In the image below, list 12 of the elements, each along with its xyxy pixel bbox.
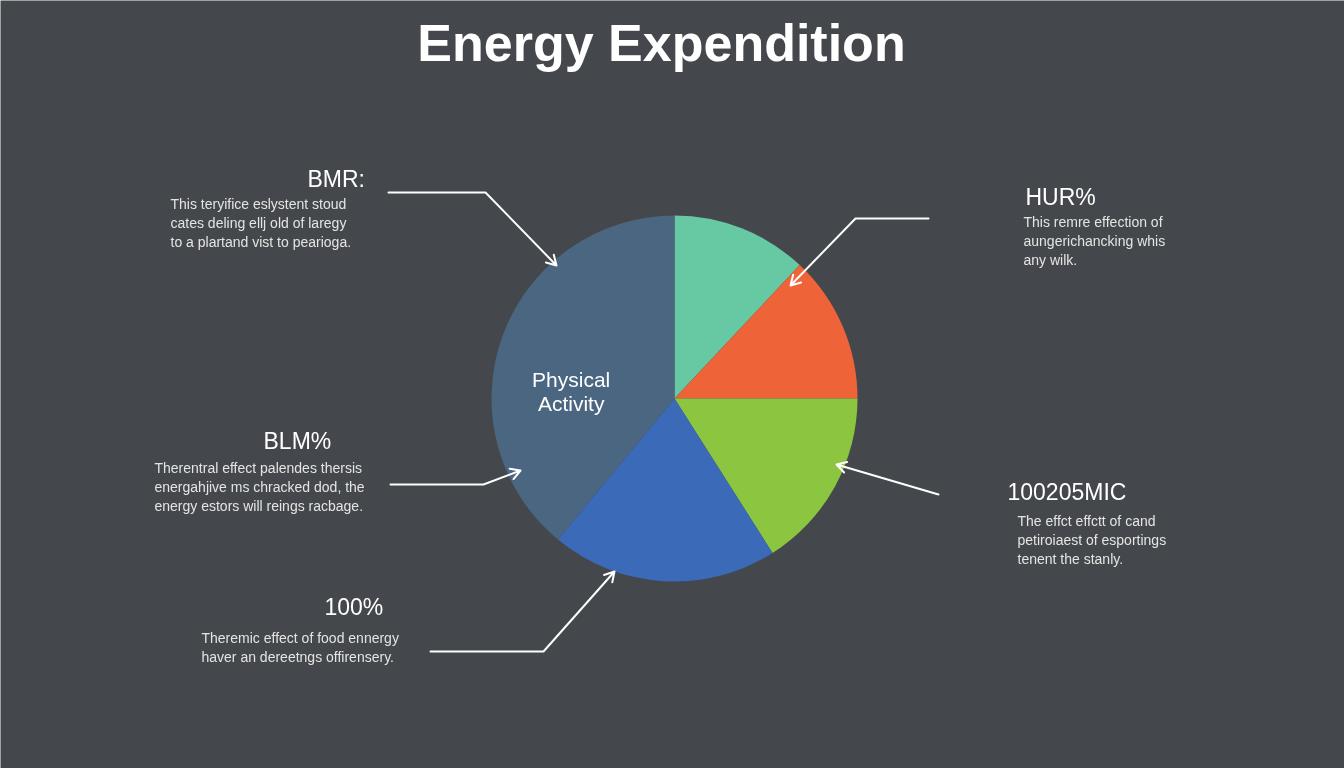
text: This teryifice eslystent stoud cates deling ellj old of laregy to a plartand vist to pearioga. <box>170 195 352 250</box>
text: HUR% <box>1025 183 1096 210</box>
text: BMR: <box>307 165 365 192</box>
text: This remre effection of aungerichancking whis any wilk. <box>1023 213 1166 268</box>
text: 100% <box>324 593 384 620</box>
text: 100205MIC <box>1007 478 1127 505</box>
slice-label: Physical Activity <box>532 367 611 415</box>
text: BLM% <box>263 427 332 454</box>
chart-title: Energy Expendition <box>417 13 906 72</box>
text: Therentral effect palendes thersis energahjive ms chracked dod, the energy estors will reings racbage. <box>154 459 365 514</box>
text: Theremic effect of food ennergy haver an dereetngs offirensery. <box>201 629 399 665</box>
text: The effct effctt of cand petiroiaest of esportings tenent the stanly. <box>1017 512 1167 567</box>
